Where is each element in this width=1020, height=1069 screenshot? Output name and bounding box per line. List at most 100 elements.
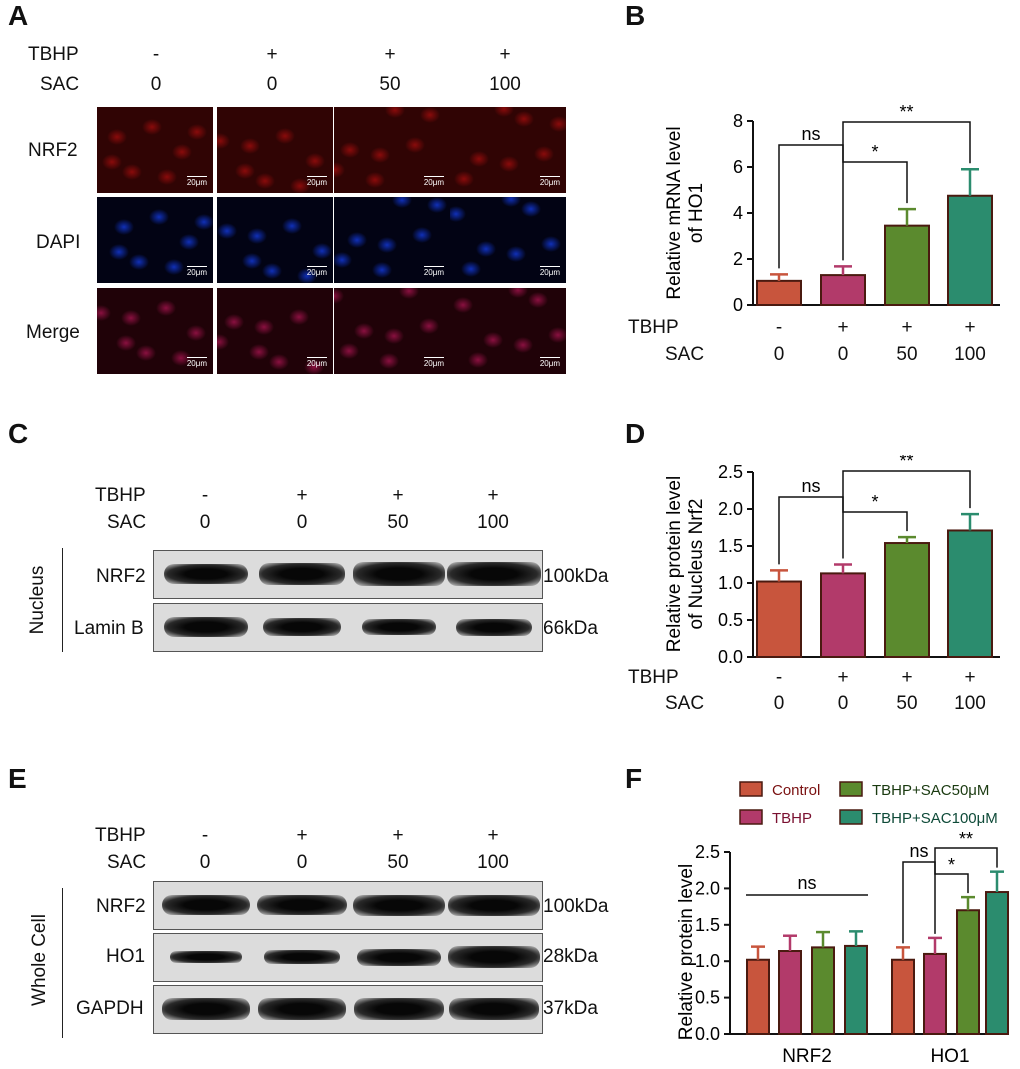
panel-letter-a: A	[8, 0, 29, 31]
y-tick-label: 2.5	[695, 842, 720, 862]
legend-swatch	[739, 809, 763, 825]
y-tick-label: 1.5	[718, 536, 743, 556]
bar-2	[820, 572, 866, 658]
sac-value-b-3: 50	[896, 344, 918, 365]
blot-band	[448, 946, 540, 968]
legend-swatch	[839, 781, 863, 797]
micrograph-nrf2-2: 20μm	[217, 107, 333, 193]
scale-bar: 20μm	[306, 176, 328, 187]
sac-value-a-3: 50	[379, 74, 401, 95]
blot-band	[263, 618, 341, 636]
y-tick-label: 1.0	[695, 951, 720, 971]
y-axis-label: Relative mRNA levelof HO1	[664, 126, 707, 299]
row-label-merge-a: Merge	[26, 322, 80, 343]
sac-value-a-1: 0	[150, 74, 162, 95]
blot-ho1-whole	[153, 933, 543, 982]
y-tick-label: 0.5	[695, 988, 720, 1008]
x-category-label: NRF2	[782, 1046, 832, 1067]
scale-bar: 20μm	[186, 176, 208, 187]
tbhp-value-a-1: -	[152, 44, 160, 65]
sac-value-e-2: 0	[296, 852, 308, 873]
blot-band	[258, 998, 346, 1020]
tbhp-label-a: TBHP	[28, 44, 79, 65]
bar-tbhp-sac50-m-2	[956, 909, 980, 1036]
blot-band	[449, 998, 539, 1020]
significance-label: ns	[797, 873, 816, 893]
tbhp-value-e-1: -	[201, 825, 209, 846]
nucleus-bracket	[62, 548, 63, 652]
tbhp-value-b-1: -	[775, 317, 783, 338]
y-tick-label: 2.0	[695, 878, 720, 898]
bar-4	[947, 529, 993, 658]
group-label-whole-cell: Whole Cell	[29, 914, 50, 1006]
legend-label: Control	[772, 782, 820, 799]
tbhp-value-d-3: +	[901, 667, 913, 688]
significance-bracket	[778, 144, 844, 269]
tbhp-value-b-4: +	[964, 317, 976, 338]
y-tick-label: 2.0	[718, 499, 743, 519]
scale-bar: 20μm	[423, 176, 445, 187]
bar-control-2	[891, 958, 915, 1035]
significance-bracket	[842, 121, 971, 164]
blot-band	[164, 564, 248, 584]
sac-value-e-4: 100	[477, 852, 509, 873]
significance-bracket	[842, 145, 908, 204]
row-label-laminb-c: Lamin B	[74, 618, 144, 639]
y-tick-label: 0.0	[695, 1024, 720, 1044]
bar-tbhp-2	[923, 952, 947, 1035]
row-label-dapi-a: DAPI	[36, 232, 81, 253]
blot-band	[456, 618, 532, 636]
blot-band	[353, 562, 445, 586]
sac-value-b-1: 0	[773, 344, 785, 365]
significance-bracket	[934, 847, 998, 868]
legend-swatch	[839, 809, 863, 825]
bar-tbhp-sac100-m-2	[985, 891, 1009, 1036]
y-tick-label: 1.5	[695, 915, 720, 935]
tbhp-value-e-4: +	[487, 825, 499, 846]
tbhp-value-d-4: +	[964, 667, 976, 688]
sac-value-d-2: 0	[837, 693, 849, 714]
marker-100kda-e: 100kDa	[543, 896, 609, 917]
blot-nrf2-nucleus	[153, 550, 543, 599]
sac-value-b-2: 0	[837, 344, 849, 365]
significance-label: *	[871, 492, 878, 512]
bar-control-1	[746, 958, 770, 1035]
tbhp-value-a-4: +	[499, 44, 511, 65]
micrograph-merge-3: 20μm	[334, 288, 450, 374]
blot-band	[257, 895, 347, 915]
micrograph-dapi-2: 20μm	[217, 197, 333, 283]
sac-value-e-1: 0	[199, 852, 211, 873]
sac-value-a-4: 100	[489, 74, 521, 95]
blot-band	[170, 951, 242, 963]
sac-value-d-1: 0	[773, 693, 785, 714]
sac-label-b: SAC	[665, 344, 705, 365]
legend-label: TBHP	[772, 810, 812, 827]
significance-label: *	[871, 142, 878, 162]
significance-label: **	[959, 829, 973, 849]
y-tick-label: 4	[733, 203, 743, 223]
significance-label: *	[948, 855, 955, 875]
blot-band	[264, 950, 340, 964]
tbhp-value-e-2: +	[296, 825, 308, 846]
tbhp-value-c-4: +	[487, 485, 499, 506]
bar-tbhp-1	[778, 950, 802, 1035]
micrograph-merge-1: 20μm	[97, 288, 213, 374]
legend-label: TBHP+SAC50μM	[872, 782, 989, 799]
blot-laminb-nucleus	[153, 603, 543, 652]
blot-band	[353, 894, 445, 916]
scale-bar: 20μm	[539, 357, 561, 368]
y-tick-label: 1.0	[718, 573, 743, 593]
scale-bar: 20μm	[423, 357, 445, 368]
significance-bracket	[902, 861, 936, 944]
marker-100kda-c: 100kDa	[543, 566, 609, 587]
blot-band	[362, 619, 436, 635]
y-tick-label: 0.5	[718, 610, 743, 630]
y-tick-label: 0	[733, 295, 743, 315]
significance-label: ns	[909, 841, 928, 861]
bar-4	[947, 194, 993, 306]
scale-bar: 20μm	[306, 357, 328, 368]
marker-37kda-e: 37kDa	[543, 998, 598, 1019]
micrograph-nrf2-4: 20μm	[450, 107, 566, 193]
sac-label-e: SAC	[107, 852, 147, 873]
